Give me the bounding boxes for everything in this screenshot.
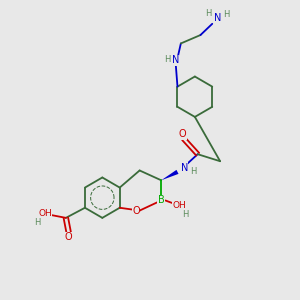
Text: N: N bbox=[214, 13, 221, 23]
Text: H: H bbox=[190, 167, 197, 176]
Text: O: O bbox=[178, 129, 186, 139]
Text: OH: OH bbox=[38, 209, 52, 218]
Text: H: H bbox=[223, 10, 230, 19]
Text: H: H bbox=[34, 218, 41, 227]
Text: H: H bbox=[164, 55, 171, 64]
Text: OH: OH bbox=[172, 201, 186, 210]
Text: B: B bbox=[158, 196, 165, 206]
Text: O: O bbox=[132, 206, 140, 216]
Text: H: H bbox=[205, 9, 212, 18]
Text: N: N bbox=[172, 55, 179, 65]
Text: O: O bbox=[65, 232, 73, 242]
Text: H: H bbox=[182, 210, 188, 219]
Polygon shape bbox=[161, 170, 178, 180]
Text: N: N bbox=[181, 163, 188, 173]
